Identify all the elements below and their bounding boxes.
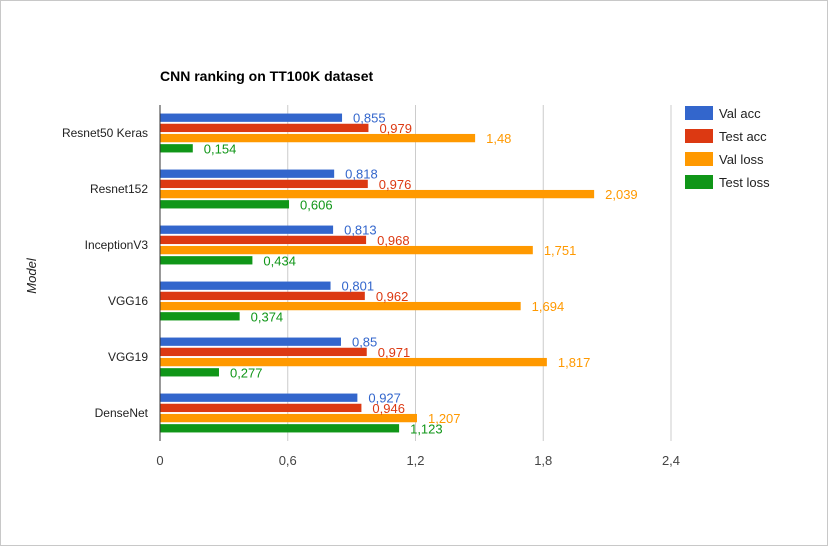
bar-test-acc[interactable]: [160, 403, 362, 413]
value-label: 0,813: [344, 223, 377, 238]
value-label: 0,979: [379, 121, 412, 136]
value-label: 1,751: [544, 243, 577, 258]
bar-val-acc[interactable]: [160, 281, 331, 290]
value-label: 1,817: [558, 355, 591, 370]
value-label: 2,039: [605, 187, 638, 202]
x-tick-label: 2,4: [662, 453, 680, 468]
bar-test-acc[interactable]: [160, 123, 369, 133]
category-label: DenseNet: [95, 406, 149, 420]
value-label: 0,976: [379, 177, 412, 192]
bar-val-acc[interactable]: [160, 113, 343, 122]
bar-test-loss[interactable]: [160, 256, 253, 265]
bar-test-loss[interactable]: [160, 368, 219, 377]
bar-val-acc[interactable]: [160, 169, 335, 178]
value-label: 0,85: [352, 335, 377, 350]
bars: [160, 113, 595, 433]
legend: Val acc Test acc Val loss Test loss: [685, 106, 770, 190]
bar-test-acc[interactable]: [160, 347, 367, 357]
bar-test-loss[interactable]: [160, 424, 400, 433]
bar-test-loss[interactable]: [160, 312, 240, 321]
gridlines: [287, 105, 672, 441]
x-tick-label: 0: [156, 453, 163, 468]
legend-swatch-test-loss: [685, 175, 713, 189]
value-label: 0,434: [263, 253, 296, 268]
value-label: 0,968: [377, 233, 410, 248]
bar-val-loss[interactable]: [160, 413, 417, 423]
bar-test-acc[interactable]: [160, 179, 368, 189]
value-label: 0,962: [376, 289, 409, 304]
value-label: 1,207: [428, 411, 461, 426]
value-label: 1,123: [410, 421, 443, 436]
category-labels: Resnet50 Keras Resnet152 InceptionV3 VGG16 V…: [62, 126, 149, 420]
bar-val-loss[interactable]: [160, 133, 476, 143]
bar-val-loss[interactable]: [160, 245, 533, 255]
bar-test-acc[interactable]: [160, 235, 367, 245]
legend-label: Test loss: [719, 175, 770, 190]
value-label: 0,971: [378, 345, 411, 360]
bar-val-acc[interactable]: [160, 225, 334, 234]
category-label: VGG16: [108, 294, 148, 308]
value-label: 0,927: [368, 391, 401, 406]
legend-label: Val acc: [719, 106, 761, 121]
bar-val-acc[interactable]: [160, 337, 341, 346]
category-label: Resnet50 Keras: [62, 126, 148, 140]
x-tick-label: 1,8: [534, 453, 552, 468]
x-tick-label: 1,2: [406, 453, 424, 468]
value-label: 0,277: [230, 365, 263, 380]
value-label: 1,48: [486, 131, 511, 146]
bar-val-loss[interactable]: [160, 357, 547, 367]
legend-label: Test acc: [719, 129, 767, 144]
value-label: 0,855: [353, 111, 386, 126]
value-label: 0,818: [345, 167, 378, 182]
legend-swatch-val-loss: [685, 152, 713, 166]
legend-label: Val loss: [719, 152, 764, 167]
category-label: VGG19: [108, 350, 148, 364]
value-label: 0,946: [372, 401, 405, 416]
chart-title: CNN ranking on TT100K dataset: [160, 68, 373, 84]
bar-val-loss[interactable]: [160, 189, 595, 199]
x-tick-label: 0,6: [279, 453, 297, 468]
value-label: 0,154: [204, 141, 237, 156]
value-label: 0,374: [251, 309, 284, 324]
value-label: 1,694: [532, 299, 565, 314]
x-tick-labels: 0 0,6 1,2 1,8 2,4: [156, 453, 680, 468]
category-label: InceptionV3: [85, 238, 149, 252]
category-label: Resnet152: [90, 182, 148, 196]
bar-test-loss[interactable]: [160, 200, 290, 209]
bar-val-acc[interactable]: [160, 393, 358, 402]
legend-swatch-test-acc: [685, 129, 713, 143]
value-label: 0,801: [342, 279, 375, 294]
y-axis-label: Model: [24, 257, 39, 294]
value-label: 0,606: [300, 197, 333, 212]
bar-test-acc[interactable]: [160, 291, 365, 301]
legend-swatch-val-acc: [685, 106, 713, 120]
bar-test-loss[interactable]: [160, 144, 193, 153]
bar-val-loss[interactable]: [160, 301, 521, 311]
